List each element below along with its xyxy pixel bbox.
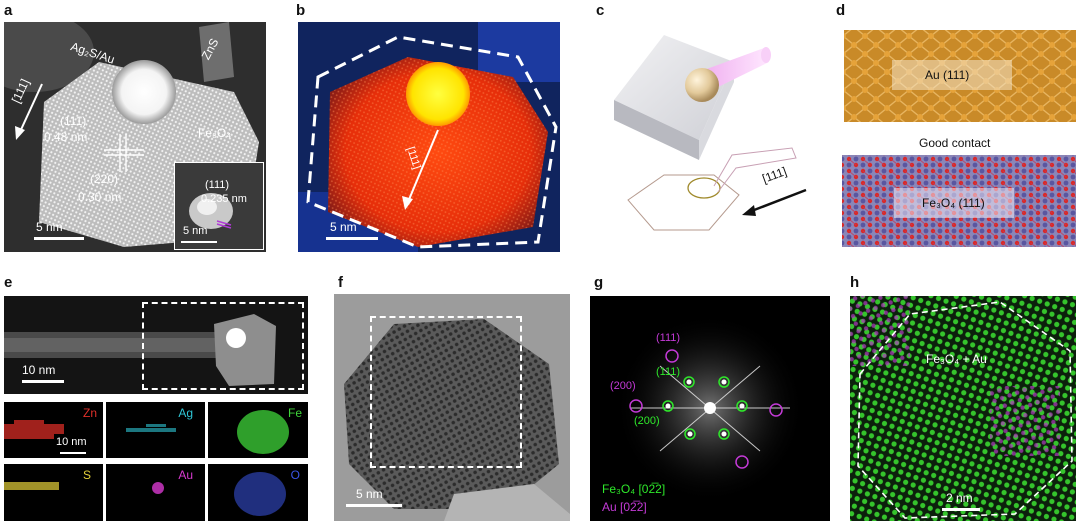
panel-e-haadf-image: 10 nm <box>4 296 308 394</box>
inset-plane-label: (111) <box>205 179 230 191</box>
eds-map-zn: Zn 10 nm <box>4 402 103 458</box>
label-d-220: 0.30 nm <box>78 190 122 204</box>
map-label-s: S <box>82 468 91 482</box>
panel-c: c [111] <box>584 0 824 260</box>
legend-au: Au [02̅2] <box>602 500 647 514</box>
panel-e-label: e <box>4 274 13 291</box>
spot-label-fe-200: (200) <box>634 415 660 427</box>
map-scale-label: 10 nm <box>56 436 87 448</box>
map-label-zn: Zn <box>82 406 97 420</box>
panel-e-nanorod <box>4 296 308 394</box>
scale-label: 5 nm <box>356 487 383 501</box>
eds-map-o: O <box>208 464 308 521</box>
legend-fe3o4: Fe₃O₄ [02̅2] <box>602 482 666 496</box>
inset-scale-label: 5 nm <box>183 225 208 237</box>
panel-e: e 10 nm Zn 10 nm Ag Fe S <box>0 270 312 521</box>
map-label-fe: Fe <box>287 406 302 420</box>
panel-f-hrtem-image: 5 nm <box>334 294 570 521</box>
panel-h-lattice-map <box>850 296 1076 521</box>
panel-g-label: g <box>594 274 604 291</box>
map-label-ag: Ag <box>178 406 193 420</box>
scale-bar <box>22 380 64 383</box>
panel-h: h Fe₃O₄ + Au 2 nm <box>846 270 1080 521</box>
eds-map-au: Au <box>106 464 205 521</box>
scale-bar <box>346 504 402 507</box>
panel-c-schematic <box>614 35 807 231</box>
map-label-au: Au <box>178 468 193 482</box>
panel-g-fft-pattern: (111) (111) (200) (200) Fe₃O₄ [02̅2] Au … <box>590 296 830 521</box>
label-composite: Fe₃O₄ + Au <box>926 352 987 366</box>
panel-a: a <box>0 0 268 260</box>
panel-a-inset: (111) 0.235 nm 5 nm <box>174 162 264 250</box>
region-box <box>142 302 304 390</box>
label-d-111: 0.48 nm <box>44 130 88 144</box>
scale-label: 5 nm <box>330 220 357 234</box>
label-good-contact: Good contact <box>919 136 991 150</box>
label-plane-111: (111) <box>60 114 87 128</box>
scale-label: 5 nm <box>36 220 63 234</box>
map-label-o: O <box>290 468 300 482</box>
label-au-111: Au (111) <box>925 68 970 82</box>
panel-h-label: h <box>850 274 860 291</box>
eds-map-fe: Fe <box>208 402 308 458</box>
scale-bar <box>942 508 980 511</box>
spot-label-au-200: (200) <box>610 380 636 392</box>
region-box <box>370 316 522 468</box>
panel-b: b <box>292 0 564 260</box>
panel-b-map <box>298 22 560 252</box>
panel-g-diffraction <box>590 296 830 521</box>
scale-label: 2 nm <box>946 491 973 505</box>
eds-map-ag: Ag <box>106 402 205 458</box>
eds-map-s: S <box>4 464 103 521</box>
panel-g: g <box>590 270 832 521</box>
spot-label-au-111: (111) <box>656 332 681 344</box>
scale-bar <box>34 237 84 240</box>
inset-d-label: 0.235 nm <box>201 193 247 205</box>
panel-d-label: d <box>836 2 846 19</box>
scale-bar <box>326 237 378 240</box>
label-fe3o4: Fe₃O₄ <box>198 126 232 140</box>
panel-c-label: c <box>596 2 605 19</box>
panel-f: f 5 nm <box>334 270 574 521</box>
panel-d-crystal-models <box>842 30 1076 247</box>
map-scale-bar <box>60 452 86 454</box>
eds-map-grid: Zn 10 nm Ag Fe S Au O <box>4 402 308 521</box>
panel-f-label: f <box>338 274 343 291</box>
panel-b-eds-overlay: [111] 5 nm <box>298 22 560 252</box>
inset-scale-bar <box>181 241 217 243</box>
panel-h-filtered-image: Fe₃O₄ + Au 2 nm <box>850 296 1076 521</box>
panel-b-label: b <box>296 2 306 19</box>
panel-f-micrograph <box>334 294 570 521</box>
panel-a-label: a <box>4 2 13 19</box>
panel-a-haadf-image: Ag₂S/Au ZnS [111] (111) 0.48 nm Fe₃O₄ (2… <box>4 22 266 252</box>
label-fe3o4-111: Fe₃O₄ (111) <box>922 196 985 210</box>
panel-d: d Au (111) Good contact Fe₃O₄ (111) <box>832 0 1080 260</box>
spot-label-fe-111: (111) <box>656 366 681 378</box>
label-plane-220: (220) <box>90 172 119 186</box>
scale-label: 10 nm <box>22 363 56 377</box>
